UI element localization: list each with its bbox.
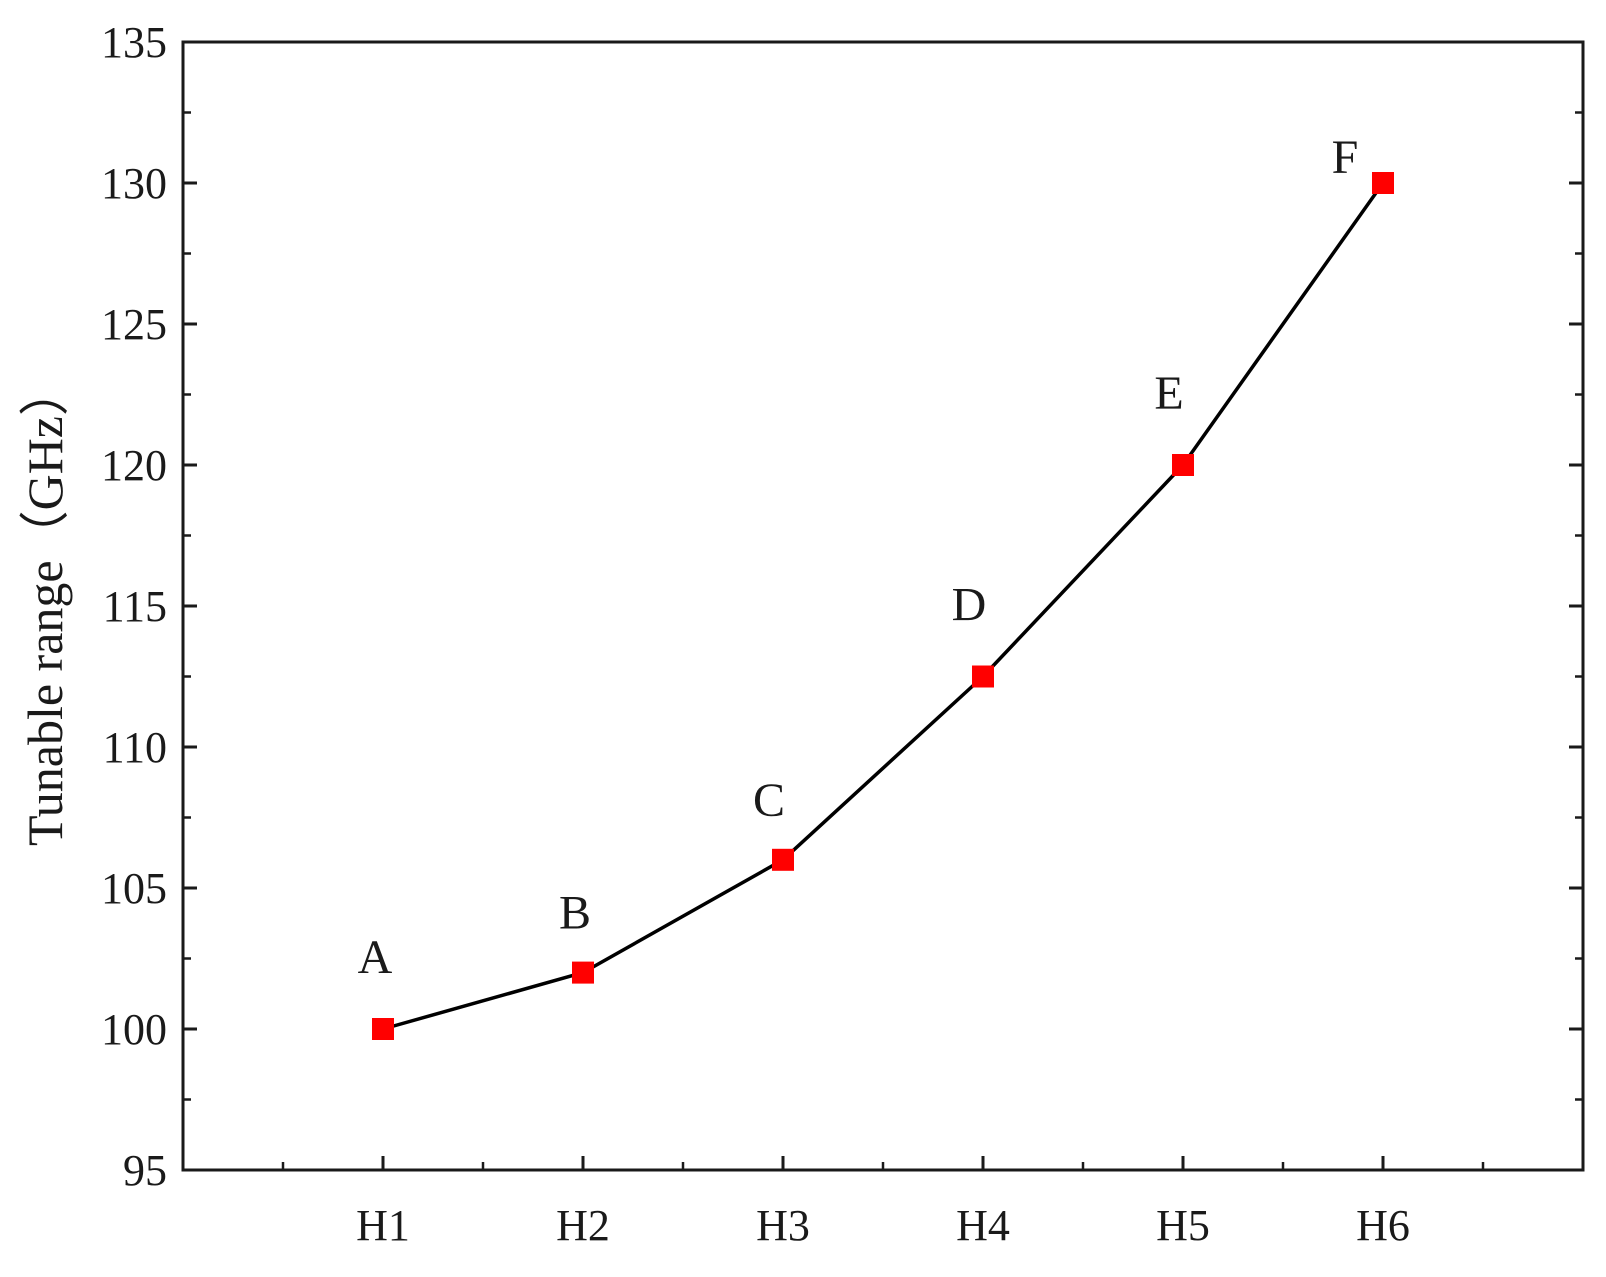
series-line-layer (382, 181, 1385, 1031)
point-label: F (1332, 131, 1359, 184)
y-tick-label: 105 (101, 864, 167, 913)
marker-layer (372, 172, 1394, 1040)
data-point-marker (572, 961, 594, 984)
y-tick-label: 115 (103, 582, 167, 631)
x-tick-label: H1 (356, 1201, 410, 1250)
data-point-marker (972, 665, 994, 688)
y-tick-label: 125 (101, 300, 167, 349)
x-tick-label: H6 (1356, 1201, 1410, 1250)
data-point-marker (772, 848, 794, 871)
ticks-layer: 95 100 105 110 115 120 125 130 135 H1 H2 H3 H4 H5 H6 (101, 18, 1583, 1250)
label-layer: A B C D E F (358, 131, 1359, 984)
x-tick-label: H5 (1156, 1201, 1210, 1250)
data-point-marker (1372, 172, 1394, 194)
y-axis-title: Tunable range（GHz） (17, 366, 73, 846)
point-label: B (559, 887, 591, 940)
data-point-marker (1172, 454, 1194, 476)
x-tick-label: H3 (756, 1201, 810, 1250)
y-tick-label: 120 (101, 441, 167, 490)
x-tick-label: H4 (956, 1201, 1010, 1250)
series-line (382, 181, 1385, 1031)
point-label: E (1154, 367, 1183, 420)
y-tick-label: 95 (123, 1146, 167, 1195)
plot-frame (181, 40, 1585, 1172)
point-label: D (952, 579, 987, 632)
point-label: A (358, 931, 393, 984)
y-tick-label: 135 (101, 18, 167, 67)
y-tick-label: 130 (101, 159, 167, 208)
y-tick-label: 100 (101, 1005, 167, 1054)
point-label: C (753, 774, 785, 827)
y-tick-label: 110 (103, 723, 167, 772)
data-point-marker (372, 1018, 394, 1040)
x-tick-label: H2 (556, 1201, 610, 1250)
